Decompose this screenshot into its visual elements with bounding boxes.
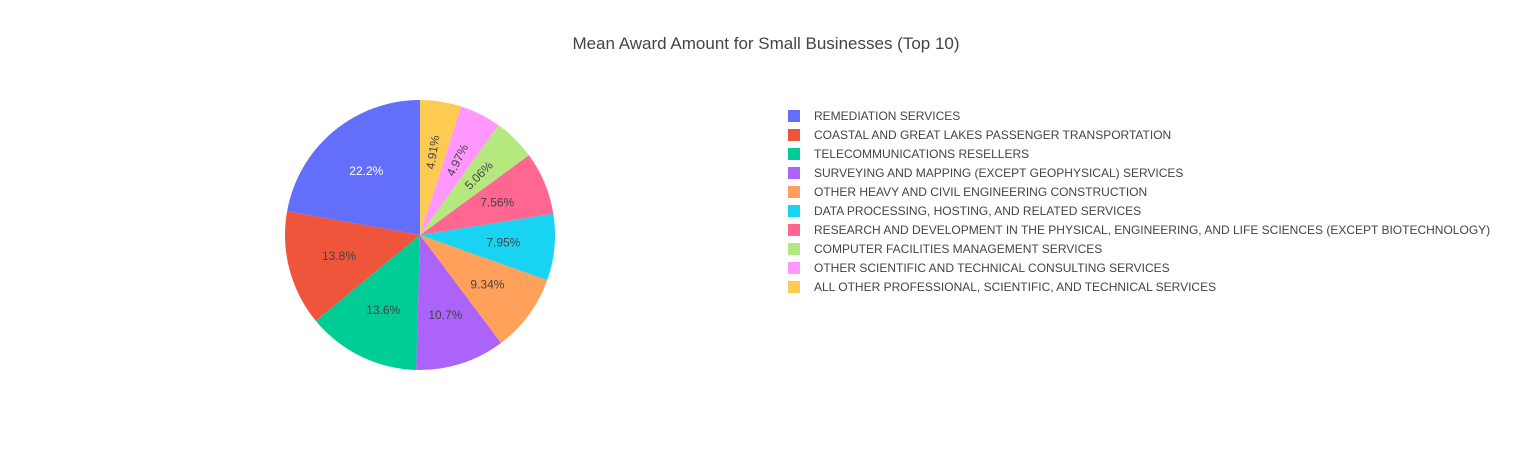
pie-slice[interactable] (315, 235, 420, 370)
legend-swatch (788, 261, 800, 274)
legend-swatch (788, 280, 800, 293)
pie-slice[interactable] (287, 100, 420, 235)
legend-label: COASTAL AND GREAT LAKES PASSENGER TRANSP… (814, 127, 1172, 142)
legend-item[interactable]: DATA PROCESSING, HOSTING, AND RELATED SE… (788, 201, 1490, 220)
pie-slices (285, 100, 555, 370)
chart-title: Mean Award Amount for Small Businesses (… (572, 34, 960, 53)
legend-item[interactable]: REMEDIATION SERVICES (788, 106, 1490, 125)
pie-slice[interactable] (420, 235, 548, 343)
legend: REMEDIATION SERVICES COASTAL AND GREAT LA… (788, 106, 1490, 296)
legend-swatch (788, 128, 800, 141)
legend-label: DATA PROCESSING, HOSTING, AND RELATED SE… (814, 203, 1142, 218)
legend-label: ALL OTHER PROFESSIONAL, SCIENTIFIC, AND … (814, 279, 1217, 294)
pie-slice-label: 9.34% (470, 278, 504, 292)
legend-swatch (788, 223, 800, 236)
legend-label: TELECOMMUNICATIONS RESELLERS (814, 146, 1030, 161)
pie-slice-label: 7.56% (480, 196, 514, 210)
pie-slice[interactable] (416, 235, 502, 370)
pie-slice-label: 13.6% (366, 303, 400, 317)
pie-slice-label: 4.91% (423, 134, 442, 170)
legend-swatch (788, 242, 800, 255)
pie-slice[interactable] (285, 211, 420, 321)
pie-slice[interactable] (420, 100, 461, 235)
legend-label: RESEARCH AND DEVELOPMENT IN THE PHYSICAL… (814, 222, 1491, 237)
legend-label: OTHER HEAVY AND CIVIL ENGINEERING CONSTR… (814, 184, 1148, 199)
legend-swatch (788, 166, 800, 179)
legend-item[interactable]: OTHER SCIENTIFIC AND TECHNICAL CONSULTIN… (788, 258, 1490, 277)
legend-item[interactable]: SURVEYING AND MAPPING (EXCEPT GEOPHYSICA… (788, 163, 1490, 182)
legend-item[interactable]: TELECOMMUNICATIONS RESELLERS (788, 144, 1490, 163)
legend-swatch (788, 109, 800, 122)
pie-slice-label: 7.95% (486, 236, 520, 250)
legend-label: SURVEYING AND MAPPING (EXCEPT GEOPHYSICA… (814, 165, 1184, 180)
legend-label: COMPUTER FACILITIES MANAGEMENT SERVICES (814, 241, 1103, 256)
pie-slice[interactable] (420, 155, 554, 235)
legend-item[interactable]: ALL OTHER PROFESSIONAL, SCIENTIFIC, AND … (788, 277, 1490, 296)
legend-item[interactable]: COMPUTER FACILITIES MANAGEMENT SERVICES (788, 239, 1490, 258)
pie-slice-label: 13.8% (322, 249, 356, 263)
pie-slice[interactable] (420, 125, 529, 235)
legend-label: OTHER SCIENTIFIC AND TECHNICAL CONSULTIN… (814, 260, 1170, 275)
legend-item[interactable]: COASTAL AND GREAT LAKES PASSENGER TRANSP… (788, 125, 1490, 144)
legend-item[interactable]: OTHER HEAVY AND CIVIL ENGINEERING CONSTR… (788, 182, 1490, 201)
legend-label: REMEDIATION SERVICES (814, 108, 961, 123)
pie-slice[interactable] (420, 106, 499, 235)
pie-slice-label: 10.7% (428, 308, 462, 322)
legend-swatch (788, 185, 800, 198)
pie-slice[interactable] (420, 213, 555, 281)
legend-swatch (788, 204, 800, 217)
legend-swatch (788, 147, 800, 160)
legend-item[interactable]: RESEARCH AND DEVELOPMENT IN THE PHYSICAL… (788, 220, 1490, 239)
pie-slice-label: 22.2% (349, 164, 383, 178)
